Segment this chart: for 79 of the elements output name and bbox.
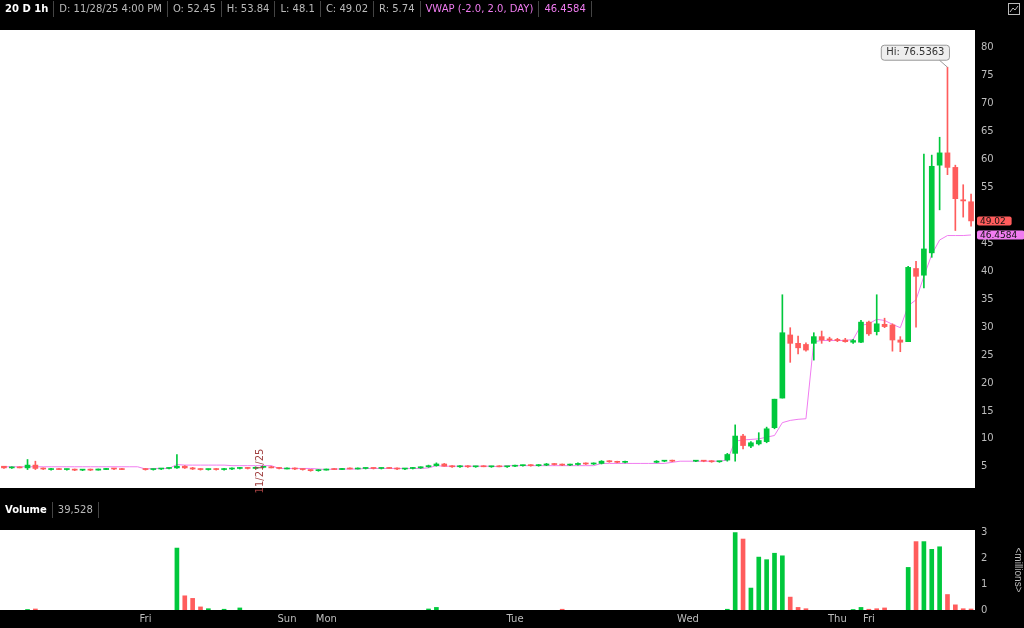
bar: [190, 598, 195, 610]
text: H: 53.84: [221, 1, 276, 17]
x-tick-label: Fri: [862, 612, 875, 624]
text: C: 49.02: [320, 1, 375, 17]
text: L: 48.1: [275, 1, 321, 17]
annotation: 11/21/25: [253, 448, 265, 494]
candlestick: [402, 467, 408, 470]
x-tick-label: Mon: [315, 612, 337, 624]
bar: [937, 546, 942, 610]
chart-title: 20 D 1h: [0, 1, 55, 17]
text: VWAP (-2.0, 2.0, DAY): [420, 1, 540, 17]
y-axis-title: <millions>: [1013, 547, 1024, 593]
text: O: 52.45: [167, 1, 222, 17]
y-tick-label: 35: [981, 292, 994, 304]
candlestick: [111, 467, 117, 470]
y-tick-label: 0: [981, 603, 988, 615]
text: D: 11/28/25 4:00 PM: [54, 1, 168, 17]
candlestick: [40, 467, 47, 470]
y-tick-label: 3: [981, 526, 988, 538]
candlestick: [457, 465, 463, 468]
bar: [198, 606, 203, 610]
y-tick-label: 15: [981, 404, 994, 416]
text: 49.02: [980, 215, 1006, 226]
text: R: 5.74: [374, 1, 421, 17]
candlestick: [504, 465, 510, 468]
bar: [732, 532, 738, 610]
x-tick-label: Sun: [277, 612, 297, 624]
candlestick: [496, 465, 503, 468]
candlestick: [520, 464, 526, 467]
bar: [182, 595, 188, 610]
text: 39,528: [52, 502, 99, 518]
bar: [945, 594, 950, 610]
y-tick-label: 20: [981, 376, 994, 388]
candlestick: [158, 467, 165, 470]
candlestick: [465, 465, 471, 468]
candlestick: [292, 467, 298, 470]
chart-title: Volume: [0, 502, 53, 518]
bar: [756, 556, 762, 610]
y-tick-label: 80: [981, 41, 994, 53]
candlestick: [1, 465, 7, 469]
x-tick-label: Wed: [677, 612, 699, 624]
candlestick: [582, 462, 589, 465]
x-tick-label: Fri: [139, 612, 152, 624]
y-tick-label: 2: [981, 551, 988, 563]
bar: [882, 607, 887, 610]
y-tick-label: 65: [981, 125, 994, 137]
bar: [434, 607, 439, 610]
candlestick: [567, 463, 573, 466]
candlestick: [472, 465, 479, 468]
candlestick: [441, 463, 448, 467]
y-tick-label: 25: [981, 348, 994, 360]
candlestick: [181, 465, 188, 469]
text: 46.4584: [539, 1, 592, 17]
bar: [237, 607, 243, 610]
candlestick: [559, 463, 566, 466]
candlestick: [850, 339, 856, 344]
candlestick: [71, 468, 78, 472]
candlestick: [394, 467, 400, 470]
x-tick-label: Tue: [505, 612, 524, 624]
bar: [764, 559, 769, 610]
candlestick: [229, 467, 235, 470]
candlestick: [449, 465, 455, 468]
annotation: Hi: 76.5363: [886, 46, 945, 58]
y-tick-label: 30: [981, 320, 994, 332]
y-tick-label: 75: [981, 69, 994, 81]
bar: [929, 549, 935, 610]
y-tick-label: 60: [981, 153, 994, 165]
bar: [787, 596, 793, 610]
y-tick-label: 1: [981, 577, 988, 589]
y-tick-label: 5: [981, 460, 988, 472]
y-tick-label: 70: [981, 97, 994, 109]
y-tick-label: 55: [981, 181, 994, 193]
candlestick: [8, 466, 15, 469]
x-tick-label: Thu: [827, 612, 847, 624]
bar: [772, 552, 777, 610]
bar: [780, 555, 785, 610]
y-tick-label: 40: [981, 264, 994, 276]
bar: [953, 604, 958, 610]
y-tick-label: 10: [981, 432, 994, 444]
